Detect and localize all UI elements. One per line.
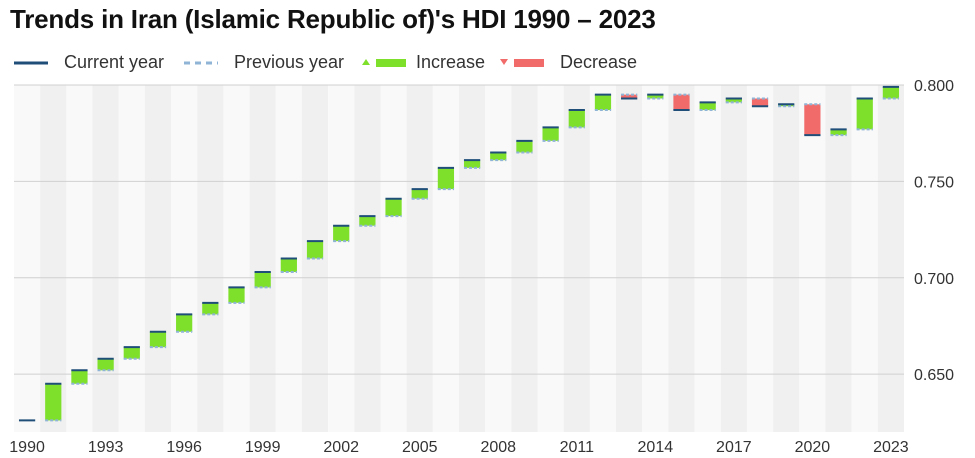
x-tick-label: 2017 [716,439,752,456]
increase-bar [123,347,140,359]
background-band [563,85,590,432]
background-band [432,85,459,432]
increase-bar [176,314,193,332]
chart-title: Trends in Iran (Islamic Republic of)'s H… [10,4,656,34]
background-band [877,85,904,432]
y-tick-label: 0.700 [914,271,954,288]
increase-bar [725,98,742,103]
decrease-swatch-icon [500,59,544,67]
increase-bar [202,302,219,315]
background-band [406,85,433,432]
increase-bar [516,140,533,153]
increase-bar [594,94,612,111]
background-band [118,85,145,432]
background-band [40,85,67,432]
x-tick-label: 1990 [9,439,45,456]
background-band [720,85,747,432]
increase-bar [280,258,297,272]
increase-bar [568,110,585,128]
increase-bar [411,189,428,199]
background-band [197,85,224,432]
x-tick-label: 2020 [795,439,831,456]
x-tick-label: 1993 [88,439,124,456]
background-band [459,85,486,432]
background-band [249,85,276,432]
increase-bar [333,225,350,242]
increase-bar [359,216,376,226]
increase-bar [228,287,245,303]
previous-year-dashed-line-icon [184,61,218,65]
background-band [642,85,669,432]
background-band [171,85,198,432]
increase-bar [830,129,847,136]
increase-bar [856,98,873,130]
increase-bar [71,370,88,384]
x-tick-label: 2011 [560,439,595,456]
increase-bar [463,160,481,168]
legend-previous-year-label: Previous year [234,52,345,72]
background-band [485,85,512,432]
increase-bar [437,167,455,190]
increase-bar [97,358,114,371]
y-tick-label: 0.650 [914,367,954,384]
background-band [746,85,774,432]
background-band [328,85,355,432]
background-band [851,85,878,432]
background-band [616,85,643,432]
increase-bar [542,127,559,141]
x-tick-label: 1999 [245,439,281,456]
x-tick-label: 2008 [480,439,516,456]
legend-increase-label: Increase [416,52,486,72]
x-tick-label: 2005 [402,439,438,456]
x-tick-label: 1996 [166,439,202,456]
increase-bar [149,331,167,348]
current-year-line-icon [14,61,48,65]
increase-bar [254,271,271,288]
x-tick-label: 2014 [638,439,674,456]
increase-bar [45,383,62,421]
decrease-bar [804,104,821,136]
background-band [223,85,250,432]
decrease-bar [621,94,638,99]
background-band [14,85,41,432]
background-band [144,85,172,432]
increase-bar [306,241,324,259]
background-band [354,85,381,432]
increase-bar [647,94,664,99]
y-tick-label: 0.800 [914,78,954,95]
decrease-bar [673,94,690,111]
legend-current-year-label: Current year [64,52,165,72]
increase-swatch-icon [362,59,406,67]
background-band [825,85,852,432]
background-band [668,85,695,432]
legend-decrease-label: Decrease [560,52,638,72]
background-band [380,85,407,432]
y-tick-label: 0.750 [914,174,954,191]
background-band [694,85,721,432]
decrease-bar [751,98,769,107]
background-band [773,85,800,432]
background-band [92,85,119,432]
x-tick-label: 2002 [323,439,359,456]
increase-bar [385,198,402,217]
background-band [589,85,617,432]
x-tick-label: 2023 [873,439,909,456]
increase-bar [490,152,507,161]
increase-bar [882,86,900,99]
background-band [799,85,826,432]
background-band [511,85,538,432]
increase-bar [699,102,716,111]
